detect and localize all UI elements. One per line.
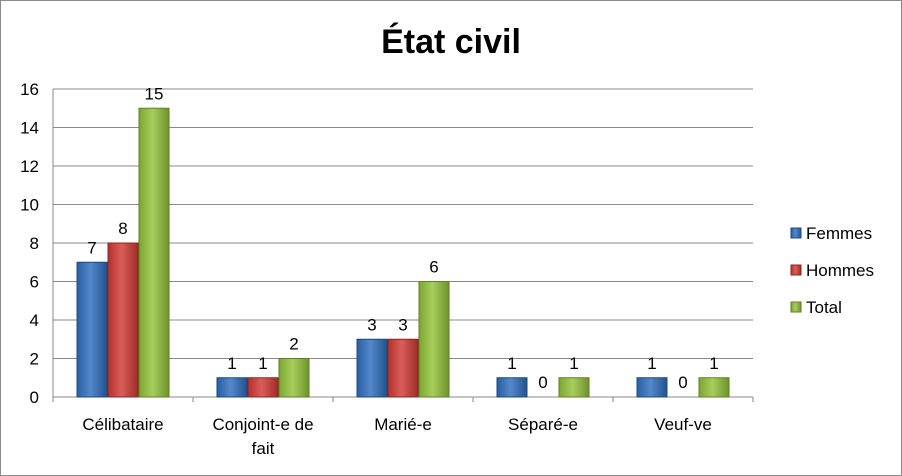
legend-label: Femmes (806, 224, 872, 243)
data-labels: 7 8 15 1 1 2 3 3 6 1 0 1 1 0 1 (87, 84, 718, 392)
chart-title: État civil (381, 23, 521, 61)
legend: Femmes Hommes Total (790, 224, 874, 317)
bar (496, 377, 528, 398)
bars (76, 107, 730, 398)
bar (387, 338, 419, 398)
x-tick-label: Veuf-ve (654, 415, 712, 434)
bar (247, 377, 279, 398)
legend-label: Hommes (806, 261, 874, 280)
bar (216, 377, 248, 398)
data-label: 1 (258, 354, 267, 373)
legend-swatch (790, 264, 802, 276)
x-tick-label: Séparé-e (508, 415, 578, 434)
bar (698, 377, 730, 398)
bar (76, 261, 108, 398)
bar (278, 358, 310, 398)
y-tick-label: 0 (30, 388, 39, 407)
data-label: 1 (647, 354, 656, 373)
y-tick-label: 16 (20, 80, 39, 99)
data-label: 1 (507, 354, 516, 373)
bar (558, 377, 590, 398)
data-label: 8 (118, 219, 127, 238)
bar (636, 377, 668, 398)
data-label: 1 (709, 354, 718, 373)
data-label: 1 (227, 354, 236, 373)
x-tick-label: Célibataire (82, 415, 163, 434)
y-tick-label: 8 (30, 234, 39, 253)
data-label: 2 (289, 335, 298, 354)
data-label: 6 (429, 258, 438, 277)
data-label: 3 (367, 315, 376, 334)
data-label: 15 (145, 84, 164, 103)
data-label: 1 (569, 354, 578, 373)
data-label: 0 (538, 373, 547, 392)
gridlines (53, 88, 753, 398)
bar (418, 281, 450, 398)
data-label: 7 (87, 238, 96, 257)
legend-swatch (790, 301, 802, 313)
y-tick-label: 12 (20, 157, 39, 176)
y-tick-label: 14 (20, 119, 39, 138)
x-tick-label: Conjoint-e de (212, 415, 313, 434)
x-tick-label: Marié-e (374, 415, 432, 434)
bar (107, 242, 139, 398)
bar (356, 338, 388, 398)
data-label: 3 (398, 315, 407, 334)
data-label: 0 (678, 373, 687, 392)
x-tick-label: fait (252, 439, 275, 458)
y-tick-label: 6 (30, 273, 39, 292)
y-tick-label: 4 (30, 311, 39, 330)
y-tick-label: 10 (20, 196, 39, 215)
bar (138, 107, 170, 398)
legend-label: Total (806, 298, 842, 317)
y-tick-label: 2 (30, 350, 39, 369)
legend-swatch (790, 227, 802, 239)
